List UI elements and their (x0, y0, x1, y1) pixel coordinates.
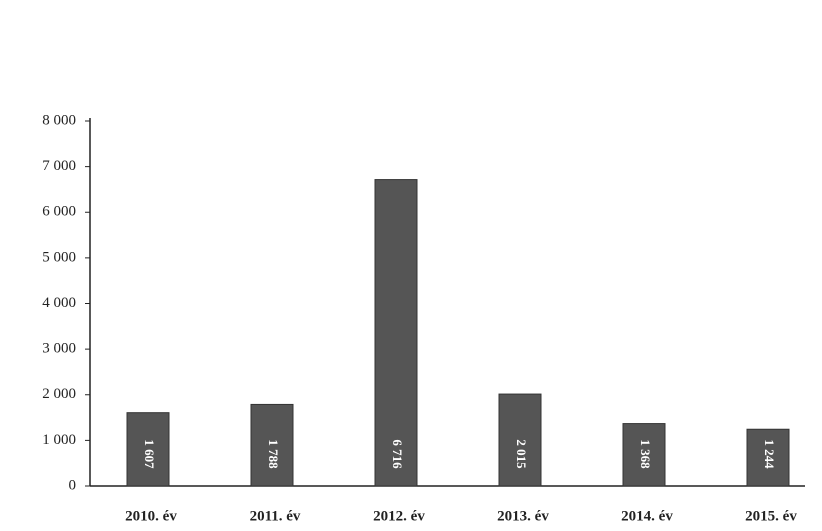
y-tick-label: 6 000 (42, 204, 76, 220)
value-label: 2 015 (514, 439, 529, 469)
x-tick-label: 2010. év (125, 508, 177, 524)
bar (622, 423, 666, 487)
y-tick-label: 2 000 (42, 386, 76, 402)
y-tick-label: 4 000 (42, 295, 76, 311)
y-tick-label: 0 (69, 477, 77, 493)
x-tick-label: 2012. év (373, 508, 425, 524)
bar (250, 403, 294, 487)
y-tick-label: 7 000 (42, 158, 76, 174)
bar (126, 412, 170, 487)
x-tick-label: 2014. év (621, 508, 673, 524)
value-label: 1 788 (266, 439, 281, 469)
y-tick-label: 3 000 (42, 341, 76, 357)
value-label: 1 607 (142, 439, 157, 469)
bar (498, 393, 542, 487)
y-tick-label: 8 000 (42, 112, 76, 128)
y-tick-label: 5 000 (42, 249, 76, 265)
x-tick-label: 2013. év (497, 508, 549, 524)
value-label: 1 368 (638, 439, 653, 469)
value-label: 6 716 (390, 439, 405, 469)
bar (746, 428, 790, 487)
value-label: 1 244 (762, 439, 777, 469)
bar (374, 179, 418, 487)
y-tick-label: 1 000 (42, 432, 76, 448)
x-tick-label: 2011. év (250, 508, 301, 524)
x-tick-label: 2015. év (745, 508, 797, 524)
